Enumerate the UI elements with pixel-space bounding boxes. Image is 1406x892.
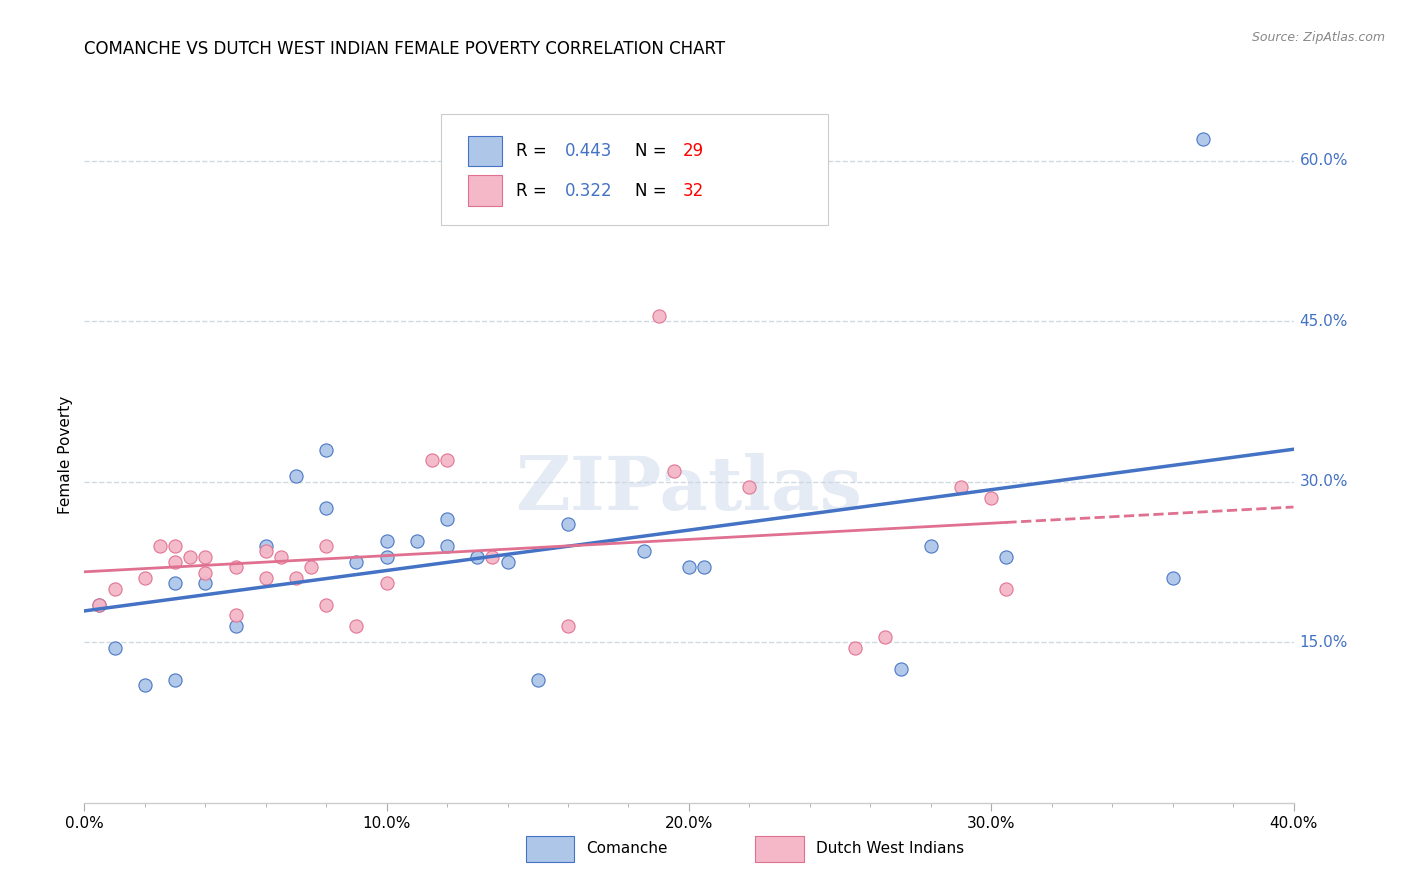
Text: COMANCHE VS DUTCH WEST INDIAN FEMALE POVERTY CORRELATION CHART: COMANCHE VS DUTCH WEST INDIAN FEMALE POV…	[84, 40, 725, 58]
Text: 60.0%: 60.0%	[1299, 153, 1348, 168]
Point	[467, 549, 489, 564]
Point	[436, 539, 458, 553]
Point	[920, 539, 942, 553]
Point	[1191, 132, 1213, 146]
Point	[163, 555, 186, 569]
Point	[163, 673, 186, 687]
Text: N =: N =	[634, 142, 672, 160]
Point	[270, 549, 292, 564]
Point	[496, 555, 519, 569]
Point	[299, 560, 322, 574]
Point	[647, 309, 671, 323]
Point	[194, 566, 217, 580]
Point	[254, 571, 277, 585]
Text: Source: ZipAtlas.com: Source: ZipAtlas.com	[1251, 31, 1385, 45]
FancyBboxPatch shape	[441, 114, 828, 226]
Point	[104, 640, 127, 655]
Point	[950, 480, 973, 494]
Point	[194, 576, 217, 591]
Point	[481, 549, 503, 564]
Point	[995, 582, 1018, 596]
Point	[225, 608, 247, 623]
Point	[346, 619, 368, 633]
Text: Dutch West Indians: Dutch West Indians	[815, 840, 965, 855]
Point	[315, 501, 337, 516]
Point	[980, 491, 1002, 505]
Point	[436, 512, 458, 526]
Point	[406, 533, 429, 548]
Point	[420, 453, 443, 467]
Point	[134, 571, 156, 585]
Point	[284, 571, 308, 585]
Point	[875, 630, 897, 644]
Point	[346, 555, 368, 569]
Point	[662, 464, 685, 478]
Text: 30.0%: 30.0%	[1299, 475, 1348, 489]
Point	[678, 560, 700, 574]
Point	[738, 480, 761, 494]
Point	[844, 640, 866, 655]
Text: ZIPatlas: ZIPatlas	[516, 453, 862, 526]
Point	[375, 549, 398, 564]
Point	[557, 619, 579, 633]
Point	[104, 582, 127, 596]
Point	[179, 549, 201, 564]
Point	[1161, 571, 1184, 585]
Text: R =: R =	[516, 182, 553, 200]
Point	[163, 539, 186, 553]
Point	[163, 576, 186, 591]
FancyBboxPatch shape	[526, 836, 574, 862]
Point	[194, 549, 217, 564]
Y-axis label: Female Poverty: Female Poverty	[58, 396, 73, 514]
FancyBboxPatch shape	[755, 836, 804, 862]
FancyBboxPatch shape	[468, 175, 502, 206]
Point	[436, 453, 458, 467]
Text: 45.0%: 45.0%	[1299, 314, 1348, 328]
Point	[284, 469, 308, 483]
Text: 15.0%: 15.0%	[1299, 635, 1348, 649]
Text: 0.322: 0.322	[564, 182, 612, 200]
Point	[995, 549, 1018, 564]
Text: 29: 29	[683, 142, 704, 160]
Point	[89, 598, 111, 612]
Point	[225, 560, 247, 574]
Point	[225, 619, 247, 633]
Point	[89, 598, 111, 612]
FancyBboxPatch shape	[468, 136, 502, 166]
Point	[557, 517, 579, 532]
Text: 0.443: 0.443	[564, 142, 612, 160]
Point	[693, 560, 716, 574]
Text: 32: 32	[683, 182, 704, 200]
Point	[890, 662, 912, 676]
Point	[375, 533, 398, 548]
Point	[254, 539, 277, 553]
Point	[315, 598, 337, 612]
Point	[134, 678, 156, 692]
Point	[633, 544, 655, 558]
Point	[315, 539, 337, 553]
Point	[149, 539, 172, 553]
Text: N =: N =	[634, 182, 672, 200]
Point	[375, 576, 398, 591]
Point	[526, 673, 548, 687]
Text: R =: R =	[516, 142, 553, 160]
Point	[315, 442, 337, 457]
Text: Comanche: Comanche	[586, 840, 668, 855]
Point	[254, 544, 277, 558]
